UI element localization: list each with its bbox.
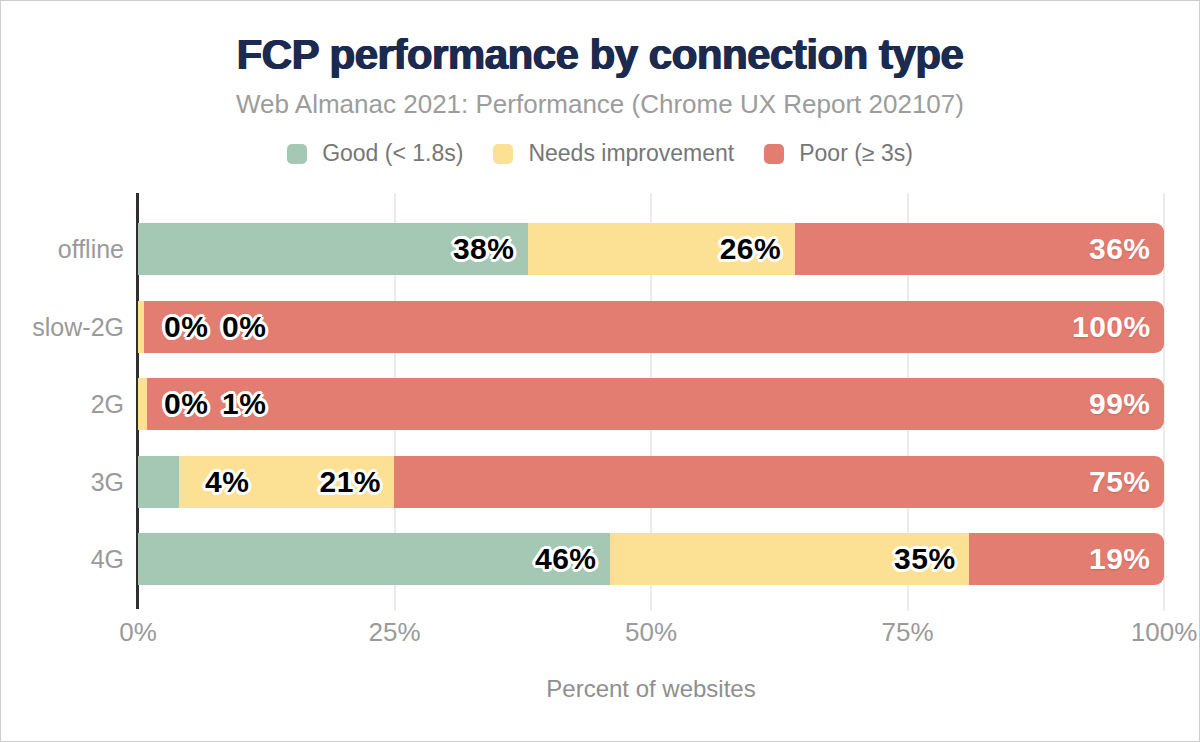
value-label-good: 0% [164, 378, 208, 430]
legend-label: Needs improvement [528, 140, 734, 167]
x-tick-100%: 100% [1114, 617, 1200, 648]
row-label-3G: 3G [4, 456, 124, 508]
value-label-good: 46% [535, 533, 597, 585]
chart-subtitle: Web Almanac 2021: Performance (Chrome UX… [1, 89, 1199, 120]
chart-card: FCP performance by connection type Web A… [0, 0, 1200, 742]
page-title: FCP performance by connection type [1, 31, 1199, 79]
x-axis-title: Percent of websites [138, 675, 1164, 703]
legend-label: Poor (≥ 3s) [799, 140, 913, 167]
legend-item-0[interactable]: Good (< 1.8s) [287, 140, 463, 167]
legend-label: Good (< 1.8s) [322, 140, 463, 167]
row-label-2G: 2G [4, 378, 124, 430]
row-label-slow-2G: slow-2G [4, 301, 124, 353]
value-label-needs-improvement: 26% [720, 223, 782, 275]
bar-labels-3G: 4% 21% 75% [138, 456, 1164, 508]
good-swatch-icon [287, 144, 307, 164]
value-label-poor: 36% [1089, 223, 1151, 275]
poor-swatch-icon [764, 144, 784, 164]
legend-item-1[interactable]: Needs improvement [493, 140, 734, 167]
needs-improvement-swatch-icon [493, 144, 513, 164]
legend-item-2[interactable]: Poor (≥ 3s) [764, 140, 913, 167]
value-label-good: 4% [205, 456, 249, 508]
x-tick-75%: 75% [858, 617, 958, 648]
x-tick-25%: 25% [345, 617, 445, 648]
x-tick-50%: 50% [601, 617, 701, 648]
value-label-poor: 100% [1072, 301, 1151, 353]
row-label-4G: 4G [4, 533, 124, 585]
value-label-good: 38% [453, 223, 515, 275]
value-label-needs-improvement: 35% [894, 533, 956, 585]
row-label-offline: offline [4, 223, 124, 275]
value-label-poor: 75% [1089, 456, 1151, 508]
bar-labels-2G: 0% 1% 99% [138, 378, 1164, 430]
value-label-needs-improvement: 21% [320, 456, 382, 508]
value-label-poor: 99% [1089, 378, 1151, 430]
value-label-needs-improvement: 0% [222, 301, 266, 353]
bar-labels-offline: 38% 26% 36% [138, 223, 1164, 275]
bar-labels-slow-2G: 0% 0% 100% [138, 301, 1164, 353]
value-label-good: 0% [164, 301, 208, 353]
legend: Good (< 1.8s) Needs improvement Poor (≥ 3s… [1, 140, 1199, 167]
bar-labels-4G: 46% 35% 19% [138, 533, 1164, 585]
plot-area: offline38%26%36%slow-2G0%0%100%2G0%1%99%… [138, 193, 1164, 611]
value-label-poor: 19% [1089, 533, 1151, 585]
x-tick-0%: 0% [88, 617, 188, 648]
value-label-needs-improvement: 1% [222, 378, 266, 430]
